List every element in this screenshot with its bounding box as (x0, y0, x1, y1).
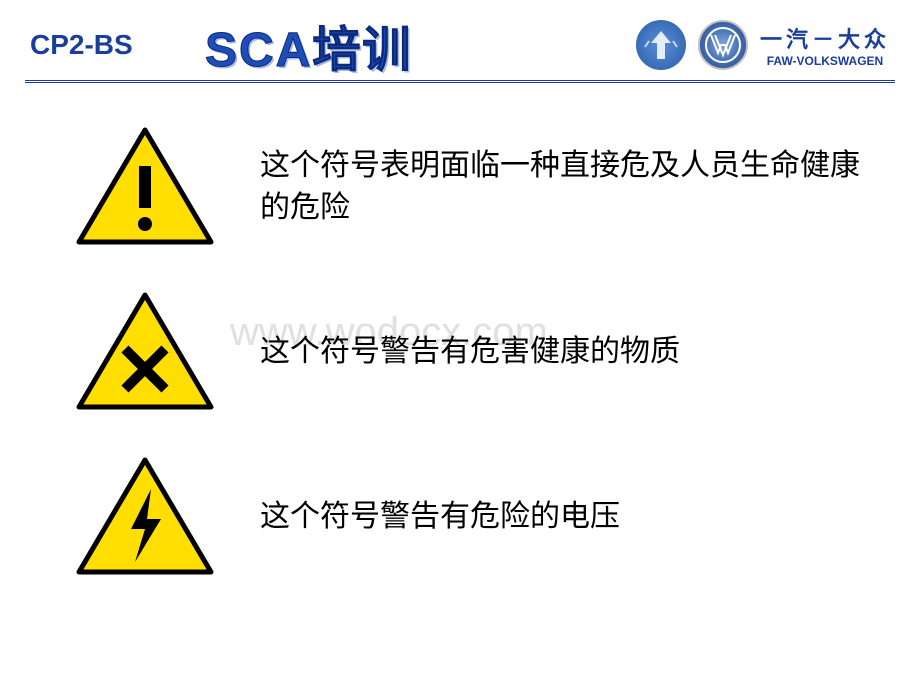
symbol-row-harmful: 这个符号警告有危害健康的物质 (60, 289, 880, 414)
header-title: SCA培训 (205, 10, 412, 80)
header-code: CP2-BS (30, 29, 180, 61)
brand-text: 一汽－大众 FAW-VOLKSWAGEN (760, 22, 890, 68)
header: CP2-BS SCA培训 一汽－大众 FAW-VOLKSWAGEN (0, 0, 920, 80)
symbol-desc: 这个符号警告有危险的电压 (260, 496, 620, 538)
symbol-desc: 这个符号警告有危害健康的物质 (260, 331, 680, 373)
warning-cross-icon (60, 289, 230, 414)
symbol-row-voltage: 这个符号警告有危险的电压 (60, 454, 880, 579)
header-logos: 一汽－大众 FAW-VOLKSWAGEN (636, 20, 890, 70)
brand-en: FAW-VOLKSWAGEN (767, 54, 883, 68)
brand-cn: 一汽－大众 (760, 22, 890, 54)
warning-exclamation-icon (60, 124, 230, 249)
warning-lightning-icon (60, 454, 230, 579)
vw-logo-icon (698, 20, 748, 70)
symbol-desc: 这个符号表明面临一种直接危及人员生命健康的危险 (260, 145, 880, 229)
faw-logo-icon (636, 20, 686, 70)
content: 这个符号表明面临一种直接危及人员生命健康的危险 这个符号警告有危害健康的物质 这… (0, 84, 920, 579)
symbol-row-danger: 这个符号表明面临一种直接危及人员生命健康的危险 (60, 124, 880, 249)
